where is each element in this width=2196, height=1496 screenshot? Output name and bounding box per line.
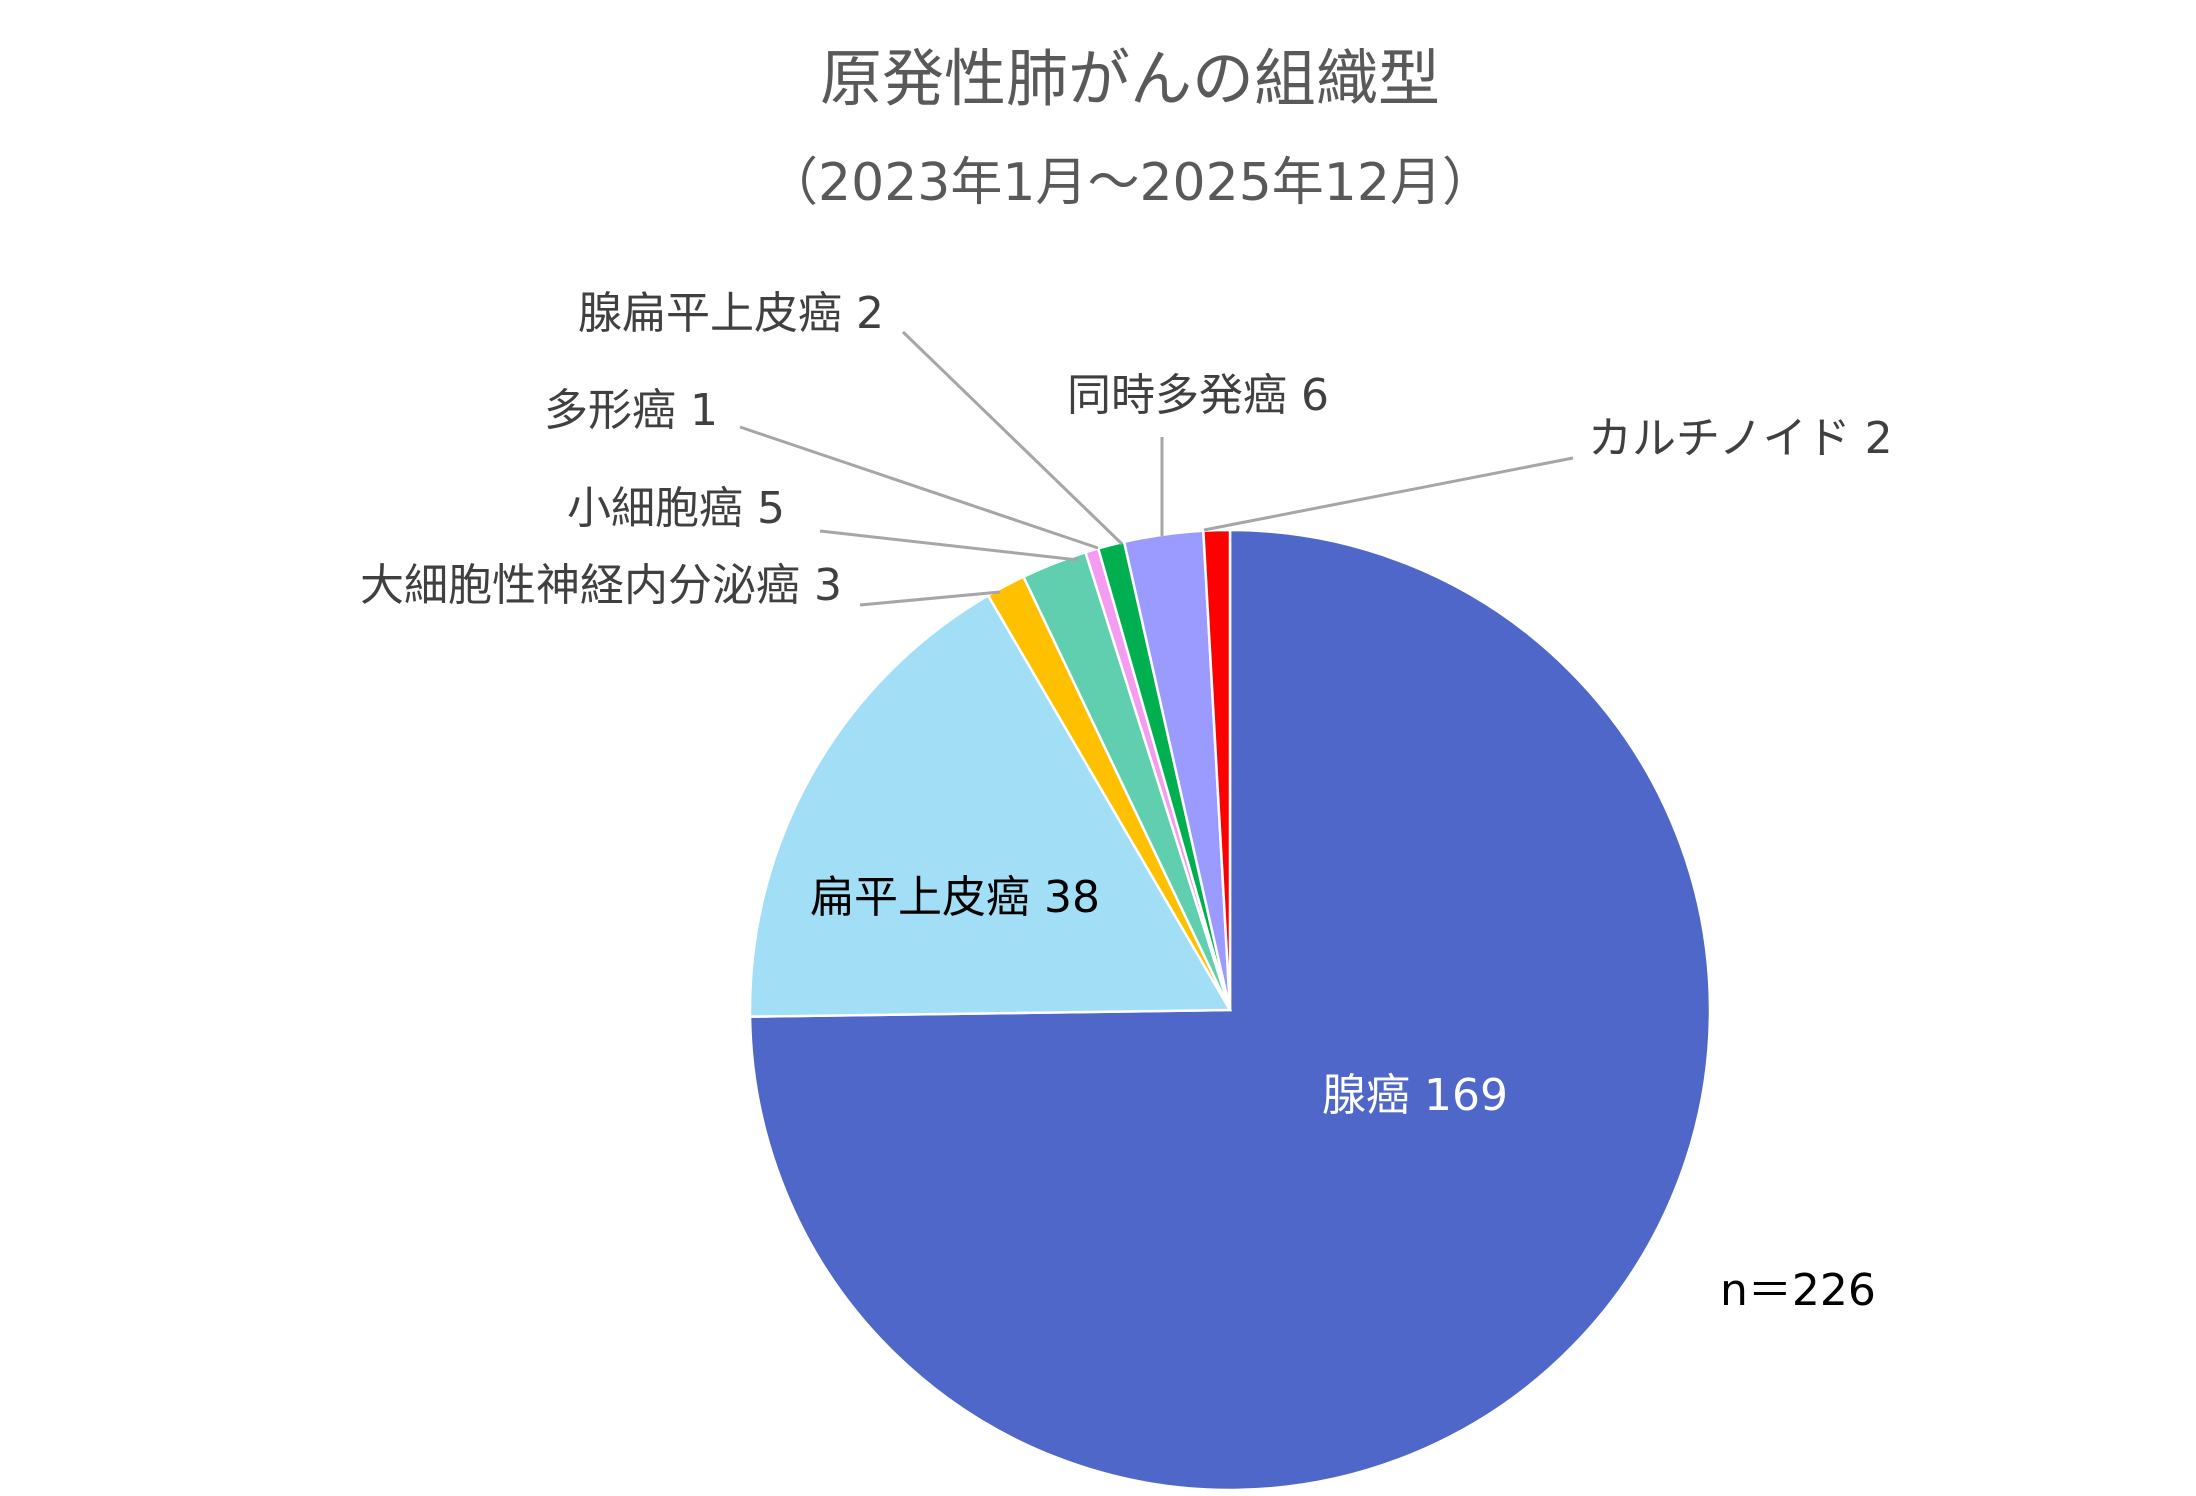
pie-slices [748, 528, 1712, 1492]
data-label-2: 扁平上皮癌 38 [810, 872, 1100, 923]
slice-2 [748, 593, 1233, 1018]
leader-line-5 [739, 425, 1099, 550]
data-label-3: 大細胞性神経内分泌癌 3 [360, 560, 842, 611]
data-label-1: 腺癌 169 [1322, 1070, 1508, 1121]
data-label-5: 多形癌 1 [544, 385, 718, 436]
data-label-8: カルチノイド 2 [1588, 413, 1893, 464]
leader-line-8 [1203, 456, 1574, 532]
leader-line-6 [901, 330, 1124, 546]
chart-title: 原発性肺がんの組織型 [820, 42, 1440, 115]
data-label-6: 腺扁平上皮癌 2 [578, 288, 884, 339]
chart-subtitle: （2023年1月～2025年12月） [766, 153, 1494, 213]
slice-8 [1202, 528, 1232, 1011]
leader-lines [739, 330, 1574, 607]
slice-1 [748, 528, 1712, 1492]
leader-line-4 [819, 529, 1079, 562]
sample-size-note: n＝226 [1720, 1265, 1876, 1316]
data-label-4: 小細胞癌 5 [567, 483, 785, 534]
data-label-7: 同時多発癌 6 [1067, 370, 1329, 421]
slice-labels: 腺癌 169 扁平上皮癌 38 大細胞性神経内分泌癌 3 小細胞癌 5 多形癌 1 腺扁平… [360, 288, 1893, 1121]
leader-line-3 [859, 590, 1001, 607]
